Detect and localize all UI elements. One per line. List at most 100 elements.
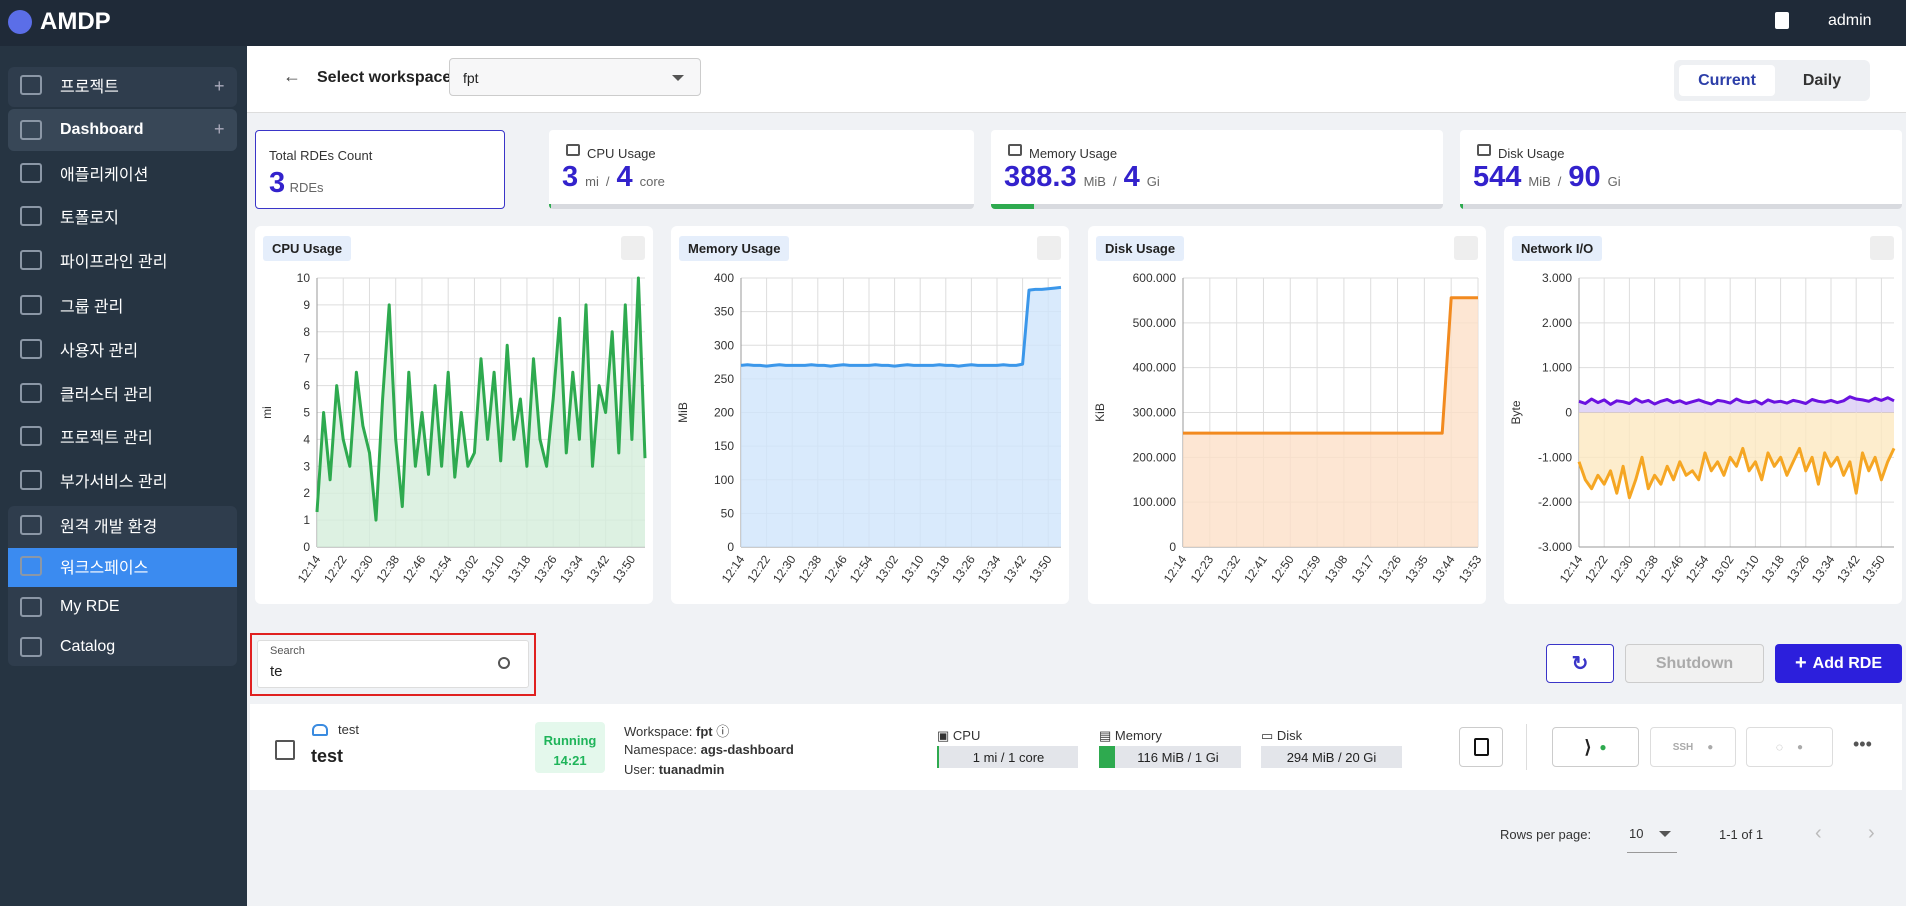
y-tick-label: 5 — [303, 406, 310, 420]
stat-card: Memory Usage 388.3 MiB / 4 Gi — [991, 130, 1443, 209]
x-tick-label: 13:50 — [1859, 552, 1888, 585]
y-tick-label: 0 — [303, 540, 310, 554]
more-menu[interactable]: ••• — [1853, 734, 1872, 754]
y-tick-label: 3 — [303, 459, 310, 473]
data-line — [740, 285, 1062, 368]
brand: AMDP — [40, 8, 111, 35]
area-fill — [1183, 297, 1478, 547]
chart-panel: Memory Usage 0 50 100 150 200 250 300 350 400 12:1… — [671, 226, 1069, 604]
doc-icon[interactable] — [1775, 12, 1789, 29]
chart-panel: Disk Usage 0 100.000 200.000 300.000 400.000 5… — [1088, 226, 1486, 604]
y-tick-label: 6 — [303, 379, 310, 393]
user-name[interactable]: admin — [1828, 12, 1872, 29]
menu-item[interactable]: 그룹 관리 — [60, 299, 124, 316]
menu-item[interactable]: 토폴로지 — [60, 210, 119, 227]
ssh-button[interactable]: SSH ● — [1650, 727, 1736, 767]
expand-button[interactable] — [1037, 236, 1061, 260]
tab[interactable]: Daily — [1802, 71, 1842, 89]
prev-page[interactable]: ‹ — [1815, 822, 1822, 844]
x-tick-label: 13:42 — [1000, 552, 1029, 585]
x-tick-label: 13:35 — [1402, 552, 1431, 585]
x-tick-label: 12:46 — [400, 552, 429, 585]
menu-icon — [20, 206, 42, 226]
plus[interactable]: + — [214, 76, 225, 96]
rde-title: test — [311, 746, 344, 766]
chart-title: Disk Usage — [1096, 236, 1185, 261]
menu-icon — [20, 470, 42, 490]
stat-value: 544 MiB / 90 Gi — [1473, 161, 1628, 194]
add-button[interactable]: + Add RDE — [1775, 644, 1902, 683]
progress-track — [991, 204, 1443, 209]
menu-item[interactable]: 클러스터 관리 — [60, 387, 153, 404]
progress-fill — [991, 204, 1034, 209]
y-axis-label: Byte — [1509, 400, 1523, 424]
chart-panel: CPU Usage 0 1 2 3 4 5 6 7 8 9 10 12:14 12:22 12:30 12:3… — [255, 226, 653, 604]
y-tick-label: -2.000 — [1538, 495, 1572, 509]
plus[interactable]: + — [214, 119, 225, 139]
checkbox[interactable] — [275, 740, 295, 760]
x-tick-label: 12:54 — [426, 552, 455, 585]
stat-total-unit: core — [639, 174, 665, 189]
y-tick-label: 8 — [303, 325, 310, 339]
data-line — [1183, 296, 1478, 435]
x-tick-label: 12:38 — [796, 552, 825, 585]
data-line — [315, 276, 647, 522]
y-tick-label: 50 — [721, 506, 735, 520]
y-tick-label: 300 — [714, 338, 734, 352]
shutdown-button[interactable]: Shutdown — [1625, 644, 1764, 683]
vscode-button[interactable]: ⟩ ● — [1552, 727, 1639, 767]
tabs: Current Daily — [1674, 60, 1870, 101]
stat-card: Total RDEs Count 3 RDEs — [255, 130, 505, 209]
stat-title: CPU Usage — [587, 146, 656, 161]
menu-item[interactable]: My RDE — [60, 598, 120, 615]
next-page[interactable]: › — [1868, 822, 1875, 844]
tab[interactable]: Current — [1679, 65, 1775, 96]
workspace-select[interactable]: fpt — [449, 58, 701, 96]
chart: -3.000-2.000-1.00001.0002.0003.00012:141… — [1509, 271, 1896, 585]
expand-button[interactable] — [621, 236, 645, 260]
search-box[interactable]: Search te — [257, 640, 529, 688]
page-range: 1-1 of 1 — [1719, 827, 1764, 842]
x-tick-label: 13:50 — [610, 552, 639, 585]
menu-item[interactable]: Catalog — [60, 638, 116, 655]
back-arrow[interactable]: ← — [283, 66, 301, 86]
menu-item[interactable]: 프로젝트 — [60, 79, 119, 96]
stat-value: 3 mi / 4 core — [562, 161, 672, 194]
menu-item[interactable]: 프로젝트 관리 — [60, 430, 153, 447]
log-button[interactable] — [1459, 727, 1503, 767]
y-tick-label: 2.000 — [1542, 316, 1572, 330]
stat-value: 3 RDEs — [269, 167, 324, 199]
expand-button[interactable] — [1454, 236, 1478, 260]
menu-item[interactable]: 사용자 관리 — [60, 343, 139, 360]
menu-item[interactable]: 원격 개발 환경 — [60, 519, 158, 536]
y-tick-label: 3.000 — [1542, 271, 1572, 285]
menu-icon — [20, 426, 42, 446]
workspace-info: Workspace: fpt ⓘ — [624, 724, 730, 739]
area-fill — [1579, 412, 1894, 498]
menu-item[interactable]: Dashboard — [60, 121, 144, 138]
cpu-bar: 1 mi / 1 core — [937, 746, 1078, 768]
data-line — [1578, 395, 1895, 406]
menu-item[interactable]: 파이프라인 관리 — [60, 254, 168, 271]
memory-label: ▤ Memory — [1099, 728, 1162, 743]
menu-item[interactable]: 워크스페이스 — [60, 560, 149, 577]
menu-item[interactable]: 부가서비스 관리 — [60, 474, 168, 491]
rows-select[interactable]: 10 — [1627, 818, 1677, 853]
y-tick-label: 500.000 — [1133, 316, 1177, 330]
menu-icon — [20, 75, 42, 95]
x-tick-label: 13:02 — [1708, 552, 1737, 585]
x-tick-label: 13:02 — [452, 552, 481, 585]
namespace-info: Namespace: ags-dashboard — [624, 742, 794, 757]
menu-icon — [20, 556, 42, 576]
x-tick-label: 13:53 — [1456, 552, 1485, 585]
disk-bar: 294 MiB / 20 Gi — [1261, 746, 1402, 768]
jupyter-button[interactable]: ◌ ● — [1746, 727, 1833, 767]
search-label: Search — [270, 645, 305, 657]
expand-button[interactable] — [1870, 236, 1894, 260]
x-tick-label: 12:32 — [1214, 552, 1243, 585]
refresh-button[interactable]: ↻ — [1546, 644, 1614, 683]
logo — [8, 10, 32, 34]
y-tick-label: 1 — [303, 513, 310, 527]
y-tick-label: 300.000 — [1133, 406, 1177, 420]
menu-item[interactable]: 애플리케이션 — [60, 167, 149, 184]
